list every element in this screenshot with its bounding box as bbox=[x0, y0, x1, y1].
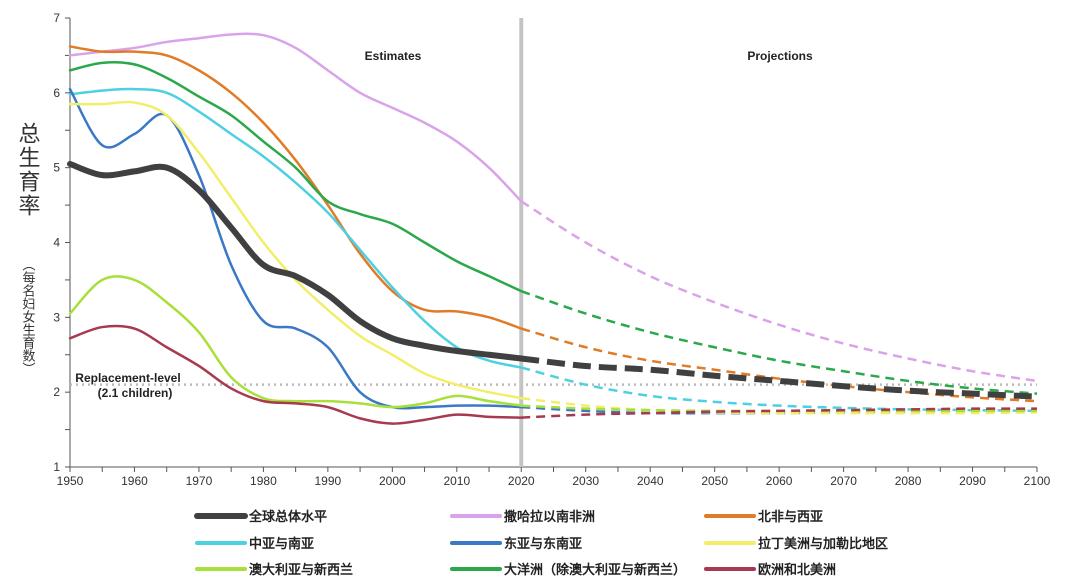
series-projection-line bbox=[520, 289, 1038, 395]
series-estimate-line bbox=[68, 275, 523, 409]
x-tick-label: 2090 bbox=[959, 474, 986, 488]
series-lines bbox=[67, 32, 1038, 425]
x-tick-label: 1970 bbox=[186, 474, 213, 488]
x-tick-label: 2000 bbox=[379, 474, 406, 488]
legend-label: 拉丁美洲与加勒比地区 bbox=[758, 536, 888, 551]
series-estimate-line bbox=[68, 61, 523, 293]
x-tick-label: 2030 bbox=[572, 474, 599, 488]
x-tick-label: 1990 bbox=[315, 474, 342, 488]
legend-label: 欧洲和北美洲 bbox=[758, 562, 836, 577]
x-tick-label: 2080 bbox=[895, 474, 922, 488]
y-tick-label: 6 bbox=[53, 86, 60, 100]
x-tick-label: 1960 bbox=[121, 474, 148, 488]
legend-label: 撒哈拉以南非洲 bbox=[504, 509, 595, 524]
x-tick-label: 2010 bbox=[443, 474, 470, 488]
series-estimate-line bbox=[68, 45, 523, 330]
y-axis-label: 总生育率 bbox=[16, 122, 41, 218]
projections-label: Projections bbox=[747, 49, 813, 63]
x-tick-label: 2020 bbox=[508, 474, 535, 488]
legend-label: 澳大利亚与新西兰 bbox=[249, 562, 353, 577]
legend-label: 中亚与南亚 bbox=[249, 536, 314, 551]
legend-label: 北非与西亚 bbox=[758, 509, 823, 524]
series-estimate-line bbox=[68, 87, 523, 410]
y-tick-label: 4 bbox=[53, 236, 60, 250]
x-tick-label: 2050 bbox=[701, 474, 728, 488]
legend-label: 东亚与东南亚 bbox=[504, 536, 582, 551]
series-projection-line bbox=[520, 200, 1038, 383]
x-tick-label: 2070 bbox=[830, 474, 857, 488]
series-estimate-line bbox=[68, 100, 523, 400]
replacement-label-line1: Replacement-level bbox=[75, 371, 180, 385]
series-estimate-line bbox=[68, 32, 523, 203]
replacement-label-line2: (2.1 children) bbox=[98, 386, 173, 400]
legend-label: 全球总体水平 bbox=[248, 509, 327, 524]
y-tick-label: 3 bbox=[53, 310, 60, 324]
y-tick-label: 1 bbox=[53, 460, 60, 474]
series-projection-line bbox=[520, 327, 1038, 403]
y-tick-label: 2 bbox=[53, 385, 60, 399]
x-tick-label: 2040 bbox=[637, 474, 664, 488]
y-tick-label: 5 bbox=[53, 161, 60, 175]
y-tick-label: 7 bbox=[53, 11, 60, 25]
y-axis-sublabel: （每名妇女生育数） bbox=[21, 258, 36, 375]
series-projection-line bbox=[521, 407, 1038, 419]
series-estimate-line bbox=[68, 324, 523, 425]
x-tick-label: 1950 bbox=[57, 474, 84, 488]
series-projection-line bbox=[520, 366, 1038, 413]
estimates-label: Estimates bbox=[365, 49, 422, 63]
x-tick-label: 2100 bbox=[1024, 474, 1051, 488]
series-projection-line bbox=[520, 355, 1038, 400]
x-tick-label: 2060 bbox=[766, 474, 793, 488]
series-estimate-line bbox=[68, 87, 523, 369]
x-tick-label: 1980 bbox=[250, 474, 277, 488]
legend-label: 大洋洲（除澳大利亚与新西兰） bbox=[504, 562, 686, 577]
series-estimate-line bbox=[67, 160, 525, 362]
axes: 1 2 3 4 5 6 7 1950 1960 1970 1980 1990 2000 2010 2020 2… bbox=[53, 11, 1050, 488]
series-projection-line bbox=[521, 396, 1038, 415]
